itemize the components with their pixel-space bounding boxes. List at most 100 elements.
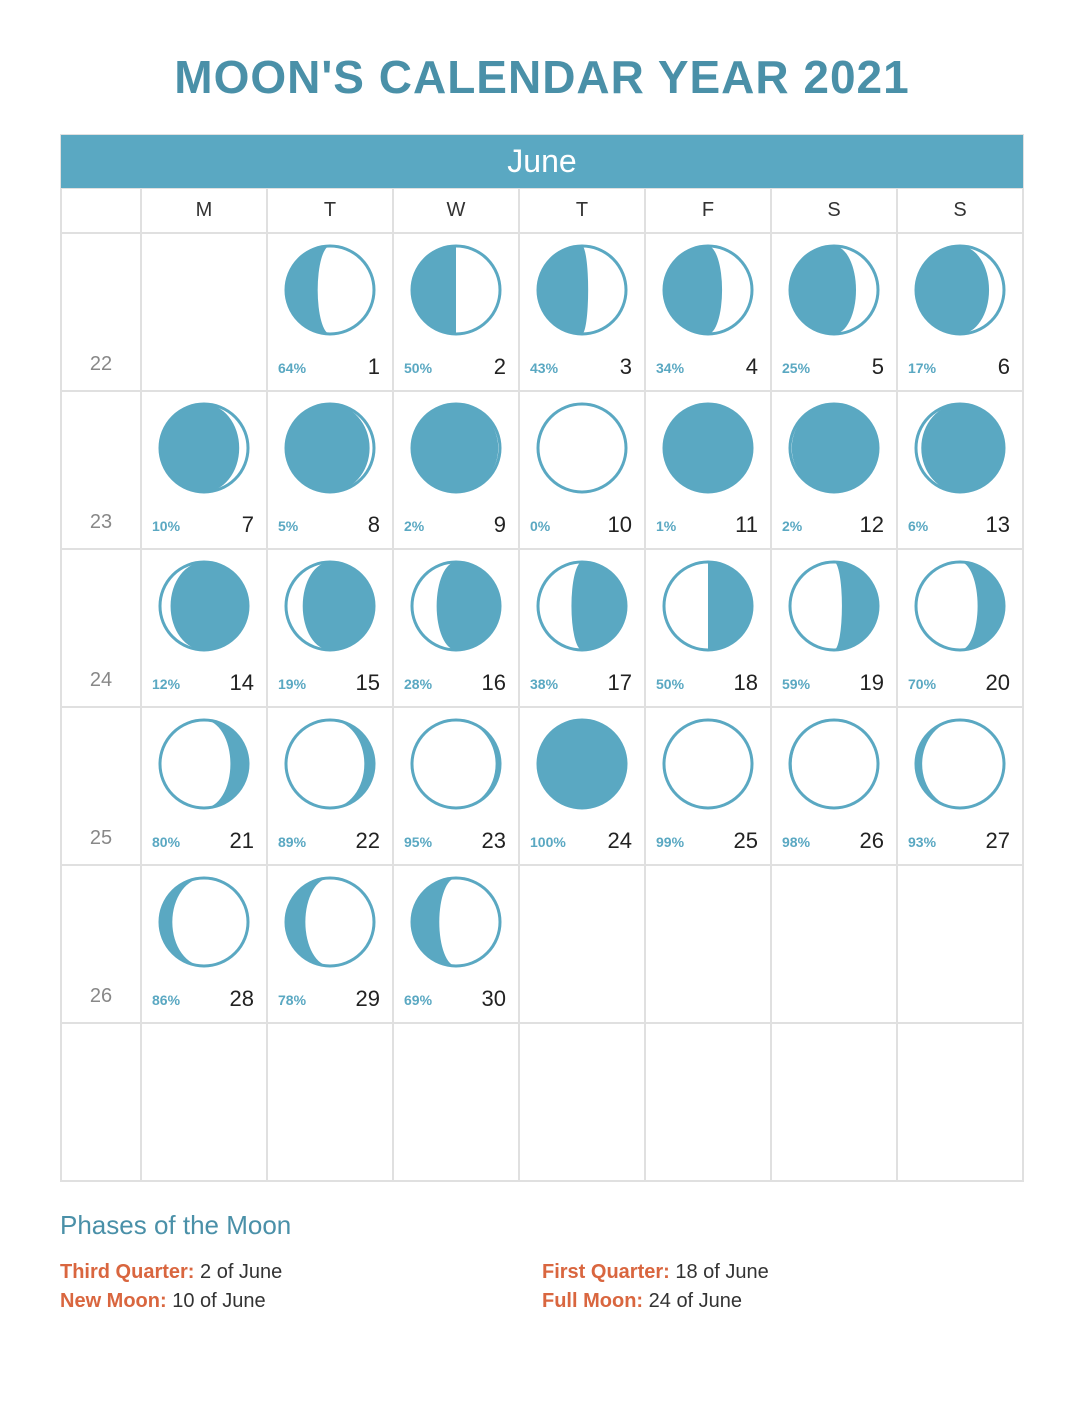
day-header-row: MTWTFSS [61,188,1023,233]
illumination-percent: 6% [908,518,928,534]
day-cell: 89%22 [267,707,393,865]
day-number: 25 [734,828,758,854]
day-cell: 70%20 [897,549,1023,707]
moon-phase-icon [158,560,250,652]
moon-phase-icon [284,402,376,494]
week-number: 23 [61,391,141,549]
moon-phase-icon [410,402,502,494]
legend-line: New Moon: 10 of June [60,1290,542,1313]
illumination-percent: 19% [278,676,306,692]
moon-phase-icon [284,244,376,336]
day-number: 21 [230,828,254,854]
empty-day-cell [519,865,645,1023]
illumination-percent: 0% [530,518,550,534]
empty-day-cell [645,865,771,1023]
illumination-percent: 64% [278,360,306,376]
illumination-percent: 98% [782,834,810,850]
day-header: T [519,188,645,233]
legend-value: 24 of June [643,1290,742,1312]
illumination-percent: 1% [656,518,676,534]
day-number: 19 [860,670,884,696]
moon-phase-icon [788,244,880,336]
illumination-percent: 95% [404,834,432,850]
day-number: 9 [494,512,506,538]
empty-day-cell [897,1023,1023,1181]
illumination-percent: 80% [152,834,180,850]
day-number: 5 [872,354,884,380]
day-number: 3 [620,354,632,380]
day-number: 18 [734,670,758,696]
week-row: 26 86%28 78%29 69%30 [61,865,1023,1023]
week-row: 25 80%21 89%22 95%23 100%24 99%25 98%26 … [61,707,1023,865]
day-cell: 12%14 [141,549,267,707]
moon-phase-icon [536,402,628,494]
day-cell: 28%16 [393,549,519,707]
day-number: 6 [998,354,1010,380]
illumination-percent: 28% [404,676,432,692]
day-cell: 2% 9 [393,391,519,549]
day-number: 24 [608,828,632,854]
empty-day-cell [645,1023,771,1181]
illumination-percent: 2% [404,518,424,534]
legend-title: Phases of the Moon [60,1210,1024,1241]
week-number [61,1023,141,1181]
week-row: 22 64%1 50%2 43%3 34%4 25%5 17%6 [61,233,1023,391]
day-cell: 17%6 [897,233,1023,391]
day-cell: 38%17 [519,549,645,707]
day-number: 22 [356,828,380,854]
day-number: 28 [230,986,254,1012]
day-header: W [393,188,519,233]
day-number: 27 [986,828,1010,854]
day-cell: 19%15 [267,549,393,707]
empty-day-cell [897,865,1023,1023]
day-cell: 5%8 [267,391,393,549]
legend: Phases of the Moon Third Quarter: 2 of J… [60,1210,1024,1319]
illumination-percent: 25% [782,360,810,376]
legend-col-left: Third Quarter: 2 of JuneNew Moon: 10 of … [60,1255,542,1319]
moon-phase-icon [284,560,376,652]
legend-value: 18 of June [670,1261,769,1283]
day-number: 7 [242,512,254,538]
week-number: 25 [61,707,141,865]
day-cell: 59% 19 [771,549,897,707]
illumination-percent: 2% [782,518,802,534]
moon-phase-icon [284,876,376,968]
day-cell: 34%4 [645,233,771,391]
day-number: 14 [230,670,254,696]
week-number: 24 [61,549,141,707]
day-cell: 93% 27 [897,707,1023,865]
day-cell: 10%7 [141,391,267,549]
day-cell: 25% 5 [771,233,897,391]
moon-phase-icon [284,718,376,810]
illumination-percent: 50% [404,360,432,376]
moon-phase-icon [662,560,754,652]
day-cell: 78%29 [267,865,393,1023]
day-cell: 64% 1 [267,233,393,391]
empty-day-cell [141,233,267,391]
day-number: 30 [482,986,506,1012]
day-number: 10 [608,512,632,538]
day-header: F [645,188,771,233]
moon-phase-icon [914,718,1006,810]
day-cell: 98%26 [771,707,897,865]
illumination-percent: 50% [656,676,684,692]
moon-phase-icon [410,244,502,336]
day-number: 12 [860,512,884,538]
legend-key: Full Moon: [542,1290,643,1312]
day-cell: 50% 18 [645,549,771,707]
illumination-percent: 93% [908,834,936,850]
legend-line: Full Moon: 24 of June [542,1290,1024,1313]
week-row: 23 10%7 5%8 2%9 0%10 1%11 2%12 6%13 [61,391,1023,549]
day-header: S [771,188,897,233]
legend-key: First Quarter: [542,1261,670,1283]
day-number: 1 [368,354,380,380]
illumination-percent: 70% [908,676,936,692]
day-number: 17 [608,670,632,696]
illumination-percent: 59% [782,676,810,692]
day-header: T [267,188,393,233]
illumination-percent: 43% [530,360,558,376]
illumination-percent: 99% [656,834,684,850]
moon-phase-icon [536,718,628,810]
day-header: S [897,188,1023,233]
month-header: June [61,135,1023,188]
